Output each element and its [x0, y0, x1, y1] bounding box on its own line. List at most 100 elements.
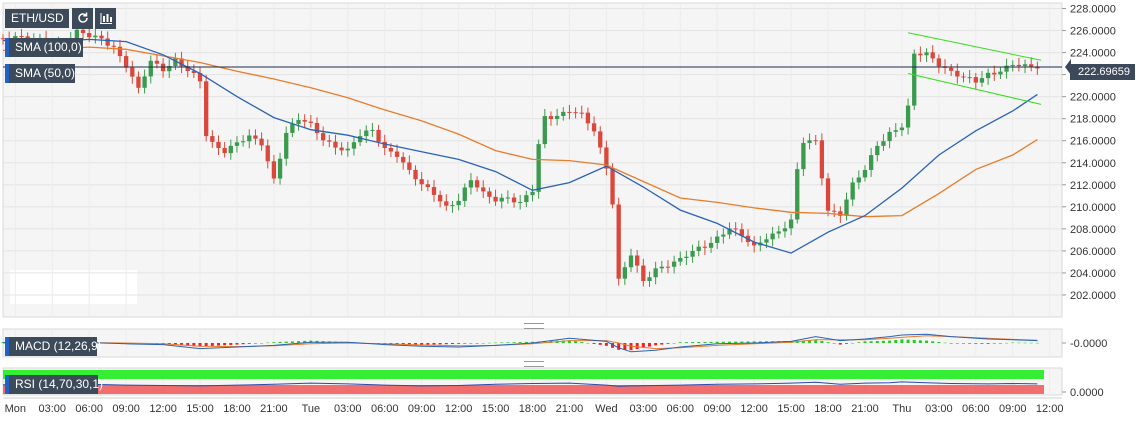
candle-body — [530, 191, 535, 196]
macd-bar — [543, 341, 547, 343]
candle — [210, 130, 215, 148]
macd-bar — [758, 341, 762, 343]
rsi-pane-resize-handle[interactable] — [524, 361, 544, 367]
candle — [185, 60, 190, 78]
candle-body — [671, 261, 677, 267]
candle-body — [216, 141, 221, 149]
candle-body — [154, 60, 160, 64]
candle — [136, 71, 141, 94]
macd-bar — [518, 342, 522, 343]
candle — [259, 132, 264, 151]
candle — [579, 105, 584, 119]
x-tick-label: 15:00 — [186, 403, 214, 415]
candle-body — [444, 201, 449, 206]
candle — [585, 107, 591, 131]
macd-bar — [180, 343, 184, 346]
candle — [321, 126, 326, 147]
candle — [167, 59, 172, 78]
x-tick-label: 03:00 — [334, 403, 362, 415]
candle — [130, 60, 135, 84]
candle — [653, 261, 658, 285]
candle — [204, 74, 209, 142]
candle-body — [1010, 64, 1015, 66]
macd-legend[interactable]: MACD (12,26,9) — [5, 337, 102, 356]
candle — [351, 136, 357, 156]
x-tick-label: 18:00 — [519, 403, 547, 415]
candle — [487, 187, 492, 204]
candle — [770, 226, 775, 247]
candle — [493, 189, 498, 206]
candle-body — [265, 145, 270, 162]
candle — [893, 123, 898, 138]
candle-body — [74, 29, 80, 40]
candle-body — [185, 66, 190, 71]
macd-bar — [925, 340, 929, 343]
macd-bar — [438, 343, 442, 345]
sma50-label: SMA (50,0) — [15, 66, 76, 80]
macd-pane-resize-handle[interactable] — [524, 323, 544, 329]
candle-body — [0, 38, 6, 40]
x-tick-label: 03:00 — [630, 403, 658, 415]
candle-body — [234, 142, 240, 146]
macd-bar — [869, 341, 873, 343]
candle-body — [327, 140, 332, 142]
macd-bar — [875, 341, 879, 343]
candle-body — [905, 105, 911, 128]
candle — [505, 190, 511, 204]
candle-body — [616, 204, 621, 279]
macd-bar — [974, 343, 978, 344]
candle — [117, 39, 123, 63]
legend-blank-box — [10, 270, 137, 304]
candle-body — [370, 129, 375, 131]
macd-bar — [955, 343, 959, 344]
macd-bar — [746, 341, 750, 343]
candle — [561, 107, 566, 121]
candle-body — [290, 123, 295, 133]
candle-body — [868, 155, 874, 170]
candle — [844, 192, 849, 221]
candle — [240, 135, 246, 147]
candle-body — [80, 29, 86, 34]
candle — [665, 260, 671, 274]
macd-bar — [598, 343, 602, 345]
rsi-overbought-band — [3, 370, 1044, 379]
macd-bar — [1029, 342, 1033, 344]
x-tick-label: 09:00 — [703, 403, 731, 415]
sma100-legend[interactable]: SMA (100,0) — [5, 38, 83, 57]
candle — [684, 250, 689, 265]
candle-body — [955, 70, 960, 77]
x-tick-label: 12:00 — [740, 403, 768, 415]
candle — [887, 127, 892, 149]
macd-bar — [561, 340, 565, 343]
candle — [635, 249, 640, 273]
macd-bar — [678, 342, 682, 343]
macd-bar — [223, 343, 227, 346]
candle-body — [554, 115, 560, 119]
candle-body — [425, 184, 430, 188]
rsi-legend[interactable]: RSI (14,70,30,1) — [5, 375, 103, 394]
candle — [573, 107, 578, 119]
macd-bar — [531, 341, 534, 343]
chart-type-button[interactable] — [95, 8, 116, 29]
candle-body — [715, 236, 720, 243]
candle-body — [351, 142, 357, 149]
x-tick-label: 03:00 — [38, 403, 66, 415]
macd-bar — [173, 343, 177, 345]
candle — [998, 67, 1003, 79]
macd-bar — [297, 341, 301, 343]
x-tick-label: 21:00 — [260, 403, 288, 415]
candle-body — [622, 267, 628, 279]
macd-bar — [512, 342, 516, 343]
macd-bar — [247, 343, 251, 344]
macd-bar — [734, 341, 738, 343]
macd-bar — [968, 343, 972, 344]
macd-bar — [961, 343, 965, 344]
candle-body — [739, 229, 744, 236]
macd-bar — [980, 343, 984, 344]
macd-bar — [186, 343, 190, 346]
sma50-legend[interactable]: SMA (50,0) — [5, 64, 75, 83]
candle-body — [431, 187, 437, 195]
symbol-label[interactable]: ETH/USD — [5, 9, 69, 28]
refresh-button[interactable] — [72, 8, 93, 29]
